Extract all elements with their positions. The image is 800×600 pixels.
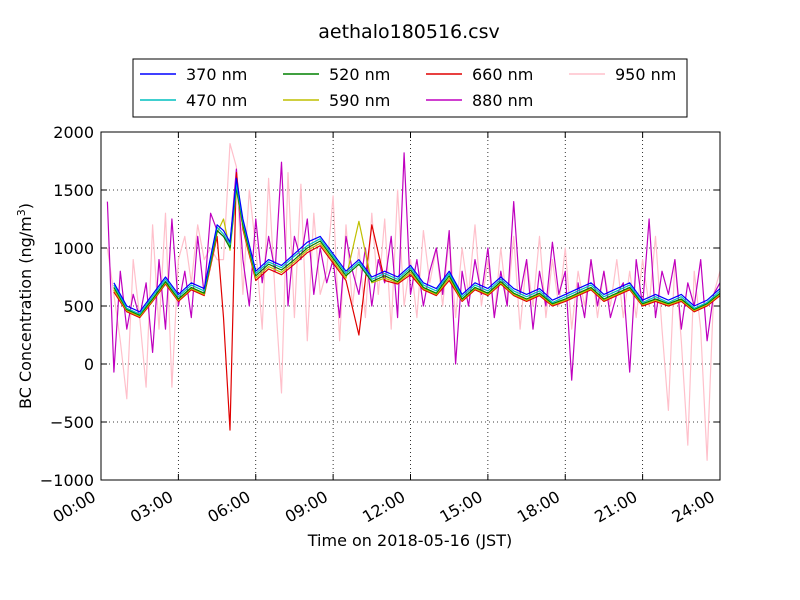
y-tick-label: 500 [63, 297, 94, 316]
legend-label: 950 nm [615, 65, 676, 84]
legend-label: 470 nm [186, 91, 247, 110]
y-tick-label: 2000 [53, 123, 94, 142]
y-tick-label: 1000 [53, 239, 94, 258]
legend-label: 660 nm [472, 65, 533, 84]
series-line-470-nm [113, 183, 721, 315]
y-tick-label: −1000 [40, 471, 94, 490]
y-axis-label-sup: 3 [15, 209, 28, 216]
y-tick-label: −500 [50, 413, 94, 432]
legend-label: 520 nm [329, 65, 390, 84]
legend-box [132, 58, 688, 118]
legend-label: 590 nm [329, 91, 390, 110]
axis-ticks [100, 131, 721, 481]
y-tick-labels: −1000 −500 0 500 1000 1500 2000 [40, 123, 94, 490]
series-line-590-nm [113, 189, 721, 317]
series-line-660-nm [113, 172, 721, 431]
y-tick-label: 0 [84, 355, 94, 374]
y-axis-label: BC Concentration (ng/m3) [15, 203, 35, 409]
x-axis-label: Time on 2018-05-16 (JST) [307, 531, 512, 550]
legend: 370 nm 470 nm 520 nm 590 nm 660 nm 880 nm 950 … [132, 58, 688, 118]
series-line-950-nm [106, 143, 721, 461]
y-tick-label: 1500 [53, 181, 94, 200]
y-axis-label-tail: ) [16, 203, 35, 209]
chart-title: aethalo180516.csv [318, 21, 500, 43]
series-line-520-nm [113, 187, 721, 316]
series-line-370-nm [113, 177, 721, 313]
legend-label: 370 nm [186, 65, 247, 84]
y-axis-label-main: BC Concentration (ng/m [16, 216, 35, 409]
series-lines [106, 143, 721, 461]
legend-label: 880 nm [472, 91, 533, 110]
